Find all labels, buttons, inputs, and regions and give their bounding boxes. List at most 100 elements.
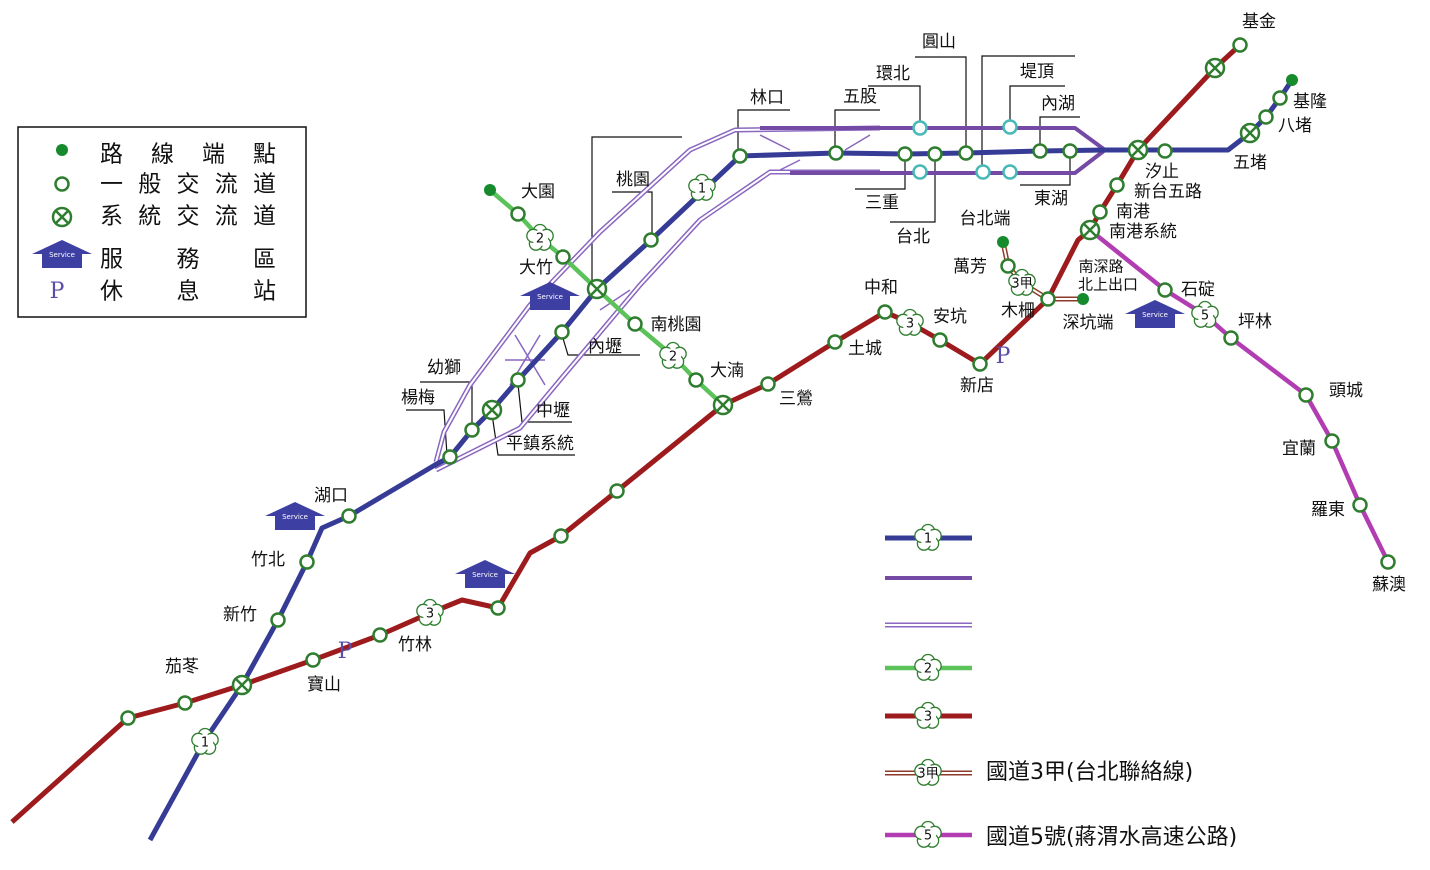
station-label: 中和: [864, 278, 898, 298]
system-interchange: [485, 403, 499, 417]
route-shield: 3: [914, 701, 942, 729]
station-label: 土城: [848, 339, 882, 359]
station-label: 平鎮系統: [506, 434, 574, 454]
interchange: [554, 324, 570, 340]
legend-label: 一 般 交 流 道: [100, 172, 276, 198]
interchange: [1109, 177, 1125, 193]
interchange: [972, 356, 988, 372]
station-label: 南港系統: [1109, 222, 1177, 242]
interchange: [1002, 119, 1018, 135]
shield-center: [422, 605, 438, 621]
station-label: 幼獅: [427, 358, 461, 378]
interchange: [1232, 37, 1248, 53]
shield-center: [197, 734, 213, 750]
station-label: 內壢: [588, 337, 622, 357]
system-interchange: [590, 282, 604, 296]
interchange: [510, 372, 526, 388]
interchange: [760, 376, 776, 392]
interchange: [643, 232, 659, 248]
station-label: 基金: [1242, 12, 1276, 32]
service-area: [1125, 300, 1185, 328]
station-label: 中壢: [536, 401, 570, 421]
system-interchange: [235, 678, 249, 692]
interchange: [1223, 330, 1239, 346]
shield-center: [532, 230, 548, 246]
service-area: [32, 240, 92, 268]
endpoint: [1286, 74, 1298, 86]
shield-center: [1197, 307, 1213, 323]
legend-label: 國道5號(蔣渭水高速公路): [986, 825, 1237, 850]
interchange: [1062, 143, 1078, 159]
station-label: 汐止: [1145, 162, 1179, 182]
rest-stop: P: [996, 344, 1011, 369]
station-label: 東湖: [1034, 189, 1068, 209]
route-shield: 3: [896, 308, 924, 336]
station-label: 南港: [1116, 202, 1150, 222]
shield-center: [920, 708, 936, 724]
leader: [981, 55, 1075, 170]
leader: [612, 191, 653, 240]
station-label: 桃園: [616, 170, 650, 190]
station-label: 五股: [843, 87, 877, 107]
shield-number: 3甲: [917, 767, 938, 782]
ramp: [599, 289, 631, 311]
interchange: [464, 422, 480, 438]
interchange: [270, 612, 286, 628]
station-label: 宜蘭: [1282, 439, 1316, 459]
interchange: [299, 554, 315, 570]
station-label: 湖口: [314, 486, 348, 506]
route-shield: 3: [416, 598, 444, 626]
ramp: [844, 134, 871, 151]
station-label: 八堵: [1278, 116, 1312, 136]
interchange: [372, 627, 388, 643]
route-line: [147, 78, 1295, 842]
station-label: 安坑: [933, 307, 967, 327]
interchange: [1000, 258, 1016, 274]
route-shield: 1: [914, 523, 942, 551]
station-label: 萬芳: [953, 257, 987, 277]
endpoint: [997, 236, 1009, 248]
interchange: [1157, 282, 1173, 298]
interchange: [912, 164, 928, 180]
station-label: 大湳: [710, 361, 744, 381]
shield-center: [920, 660, 936, 676]
interchange: [828, 145, 844, 161]
station-label: 蘇澳: [1372, 575, 1406, 595]
station-label: 圓山: [922, 32, 956, 52]
interchange: [958, 145, 974, 161]
legend-label: 國道3甲(台北聯絡線): [986, 760, 1193, 785]
system-interchange: [1208, 61, 1222, 75]
interchange: [732, 148, 748, 164]
station-label: 南桃園: [651, 315, 702, 335]
leader: [1039, 116, 1080, 150]
ramp: [759, 134, 791, 151]
station-label: 竹北: [251, 550, 285, 570]
interchange: [1032, 143, 1048, 159]
route-shield: 5: [1191, 300, 1219, 328]
endpoint: [56, 144, 68, 156]
leader: [1020, 154, 1071, 186]
route-shield: 2: [526, 223, 554, 251]
station-label: 三重: [865, 193, 899, 213]
station-label: 內湖: [1041, 94, 1075, 114]
interchange: [1324, 433, 1340, 449]
leader-lines: [406, 55, 1080, 456]
shield-center: [902, 315, 918, 331]
leader: [834, 109, 880, 150]
service-area: [520, 282, 580, 310]
interchange: [341, 508, 357, 524]
route-shield: 1: [688, 173, 716, 201]
system-interchange: [55, 210, 69, 224]
interchange: [912, 120, 928, 136]
shield-number: 1: [201, 736, 209, 751]
shield-center: [920, 827, 936, 843]
interchange: [927, 146, 943, 162]
shield-number: 2: [669, 350, 677, 365]
interchange: [555, 249, 571, 265]
route-shield: 1: [191, 727, 219, 755]
elevated-route: [760, 126, 1107, 152]
legend-label: 系 統 交 流 道: [100, 204, 276, 230]
rest-stop: P: [338, 639, 353, 664]
elevated-route: [790, 148, 1107, 175]
